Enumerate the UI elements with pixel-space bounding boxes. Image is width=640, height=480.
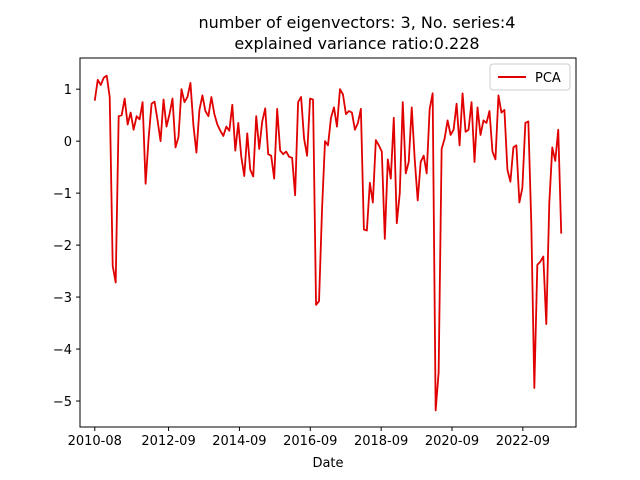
legend-box (489, 63, 571, 91)
y-tick-label: −5 (53, 395, 72, 410)
plot-frame (79, 57, 577, 428)
y-axis: 1 0 −1 −2 −3 −4 −5 (53, 83, 80, 410)
x-tick-label: 2010-08 (68, 434, 122, 449)
chart-title: number of eigenvectors: 3, No. series:4 (199, 13, 516, 32)
x-tick-label: 2020-09 (425, 434, 479, 449)
legend: PCA (489, 63, 571, 91)
plot-area (93, 74, 563, 412)
x-tick-label: 2016-09 (283, 434, 337, 449)
legend-label-pca: PCA (535, 71, 561, 86)
x-axis: 2010-08 2012-09 2014-09 2016-09 2018-09 2020-… (68, 427, 550, 449)
y-tick-label: 0 (64, 135, 72, 150)
x-axis-label: Date (312, 456, 343, 471)
y-tick-label: −1 (53, 187, 72, 202)
x-tick-label: 2022-09 (496, 434, 550, 449)
chart-subtitle: explained variance ratio:0.228 (234, 34, 479, 53)
y-tick-label: −3 (53, 291, 72, 306)
x-tick-label: 2018-09 (354, 434, 408, 449)
series-line-pca (93, 74, 563, 412)
y-tick-label: 1 (64, 83, 72, 98)
x-tick-label: 2014-09 (212, 434, 266, 449)
y-tick-label: −4 (53, 343, 72, 358)
y-tick-label: −2 (53, 239, 72, 254)
x-tick-label: 2012-09 (141, 434, 195, 449)
